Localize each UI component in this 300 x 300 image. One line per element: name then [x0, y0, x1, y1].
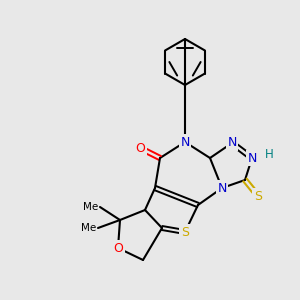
Text: N: N [180, 136, 190, 148]
Text: O: O [113, 242, 123, 254]
Text: N: N [247, 152, 257, 164]
Text: Me: Me [81, 223, 96, 233]
Text: Me: Me [83, 202, 98, 212]
Text: S: S [254, 190, 262, 202]
Text: N: N [227, 136, 237, 149]
Text: S: S [181, 226, 189, 238]
Text: N: N [217, 182, 227, 194]
Text: O: O [135, 142, 145, 154]
Text: H: H [265, 148, 274, 160]
